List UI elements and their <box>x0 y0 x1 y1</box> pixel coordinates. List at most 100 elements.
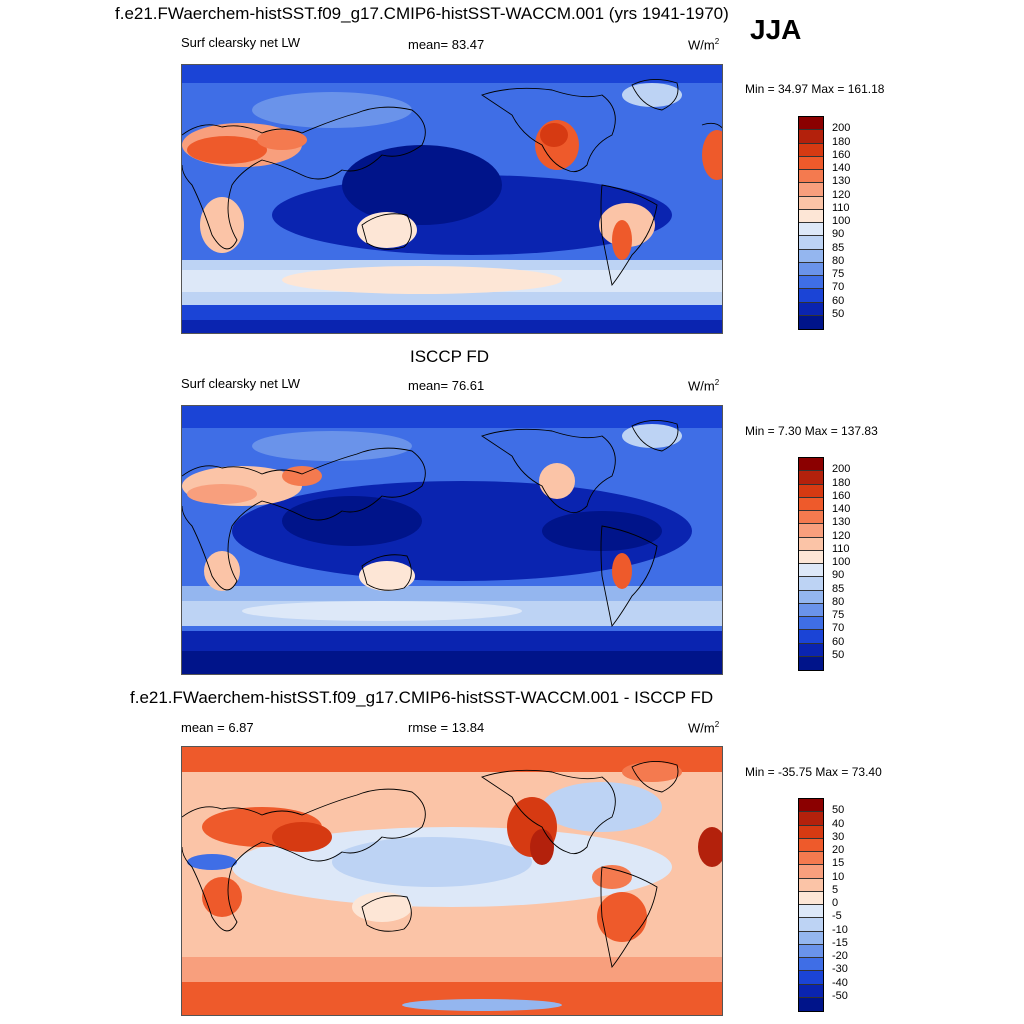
colorbar-swatch <box>799 931 823 945</box>
panel1-variable-label: Surf clearsky net LW <box>181 35 300 50</box>
colorbar-tick-label: -20 <box>832 950 848 962</box>
colorbar-tick-label: 80 <box>832 595 845 608</box>
colorbar-swatch <box>799 511 823 525</box>
colorbar-swatch <box>799 289 823 303</box>
colorbar-tick-label: 20 <box>832 844 845 856</box>
colorbar-swatch <box>799 603 823 617</box>
panel1-units: W/m2 <box>688 37 720 53</box>
colorbar-swatch <box>799 865 823 879</box>
colorbar-swatch <box>799 590 823 604</box>
colorbar-tick-label: 0 <box>832 897 839 909</box>
colorbar-swatch <box>799 984 823 998</box>
colorbar-tick-label: 160 <box>832 489 851 502</box>
colorbar-swatch <box>799 944 823 958</box>
colorbar-tick-label: 140 <box>832 503 851 515</box>
colorbar-swatch <box>799 577 823 591</box>
colorbar-tick-label: -30 <box>832 963 848 976</box>
panel2-units: W/m2 <box>688 378 720 394</box>
season-label: JJA <box>750 14 802 45</box>
colorbar-swatch <box>799 564 823 578</box>
colorbar-tick-label: -50 <box>832 989 848 1002</box>
colorbar-swatch <box>799 196 823 210</box>
panel2-map <box>181 405 723 675</box>
colorbar-tick-label: 200 <box>832 122 851 135</box>
colorbar-swatch <box>799 524 823 538</box>
colorbar-swatch <box>799 302 823 316</box>
colorbar-swatch <box>799 484 823 498</box>
colorbar-tick-label: 75 <box>832 609 845 621</box>
colorbar-tick-label: 120 <box>832 529 851 542</box>
colorbar-swatch <box>799 130 823 144</box>
colorbar-swatch <box>799 249 823 263</box>
colorbar-swatch <box>799 997 823 1011</box>
panel3-map <box>181 746 723 1016</box>
colorbar-tick-label: 15 <box>832 857 845 870</box>
colorbar-swatch <box>799 971 823 985</box>
colorbar-swatch <box>799 656 823 670</box>
colorbar-swatch <box>799 183 823 197</box>
panel2-colorbar <box>798 457 824 671</box>
colorbar-tick-label: -40 <box>832 976 848 989</box>
colorbar-swatch <box>799 918 823 932</box>
colorbar-tick-label: 110 <box>832 201 850 214</box>
colorbar-tick-label: 60 <box>832 635 845 648</box>
colorbar-tick-label: 30 <box>832 830 845 843</box>
panel2-title: ISCCP FD <box>410 347 490 366</box>
colorbar-tick-label: 200 <box>832 463 851 476</box>
colorbar-tick-label: 100 <box>832 556 851 568</box>
colorbar-swatch <box>799 878 823 892</box>
colorbar-tick-label: 110 <box>832 542 850 555</box>
colorbar-swatch <box>799 958 823 972</box>
panel2-minmax: Min = 7.30 Max = 137.83 <box>745 424 878 438</box>
panel3-colorbar <box>798 798 824 1012</box>
colorbar-tick-label: 180 <box>832 476 851 489</box>
colorbar-tick-label: 50 <box>832 648 845 661</box>
colorbar-tick-label: 120 <box>832 188 851 201</box>
colorbar-swatch <box>799 223 823 237</box>
colorbar-tick-label: 50 <box>832 804 845 817</box>
colorbar-tick-label: 70 <box>832 622 845 635</box>
panel3-units: W/m2 <box>688 720 720 736</box>
colorbar-tick-label: 160 <box>832 148 851 161</box>
colorbar-swatch <box>799 630 823 644</box>
panel3-title: f.e21.FWaerchem-histSST.f09_g17.CMIP6-hi… <box>130 688 714 707</box>
panel3-mean-label: mean = 6.87 <box>181 720 254 735</box>
colorbar-tick-label: 5 <box>832 883 839 896</box>
colorbar-swatch <box>799 799 823 813</box>
colorbar-tick-label: 40 <box>832 817 845 830</box>
panel2-mean-label: mean= 76.61 <box>408 378 485 393</box>
colorbar-tick-label: 130 <box>832 175 851 188</box>
colorbar-tick-label: 70 <box>832 281 845 294</box>
colorbar-tick-label: 130 <box>832 516 851 529</box>
colorbar-swatch <box>799 617 823 631</box>
colorbar-swatch <box>799 497 823 511</box>
colorbar-tick-label: 180 <box>832 135 851 148</box>
colorbar-tick-label: 85 <box>832 241 845 254</box>
colorbar-swatch <box>799 550 823 564</box>
colorbar-swatch <box>799 537 823 551</box>
colorbar-tick-label: 80 <box>832 254 845 267</box>
colorbar-swatch <box>799 156 823 170</box>
colorbar-swatch <box>799 143 823 157</box>
colorbar-tick-label: -10 <box>832 923 848 936</box>
colorbar-tick-label: 100 <box>832 215 851 227</box>
colorbar-swatch <box>799 838 823 852</box>
colorbar-tick-label: 60 <box>832 294 845 307</box>
colorbar-swatch <box>799 852 823 866</box>
panel1-title: f.e21.FWaerchem-histSST.f09_g17.CMIP6-hi… <box>115 4 729 23</box>
colorbar-swatch <box>799 170 823 184</box>
colorbar-tick-label: -15 <box>832 936 848 949</box>
colorbar-tick-label: 75 <box>832 268 845 280</box>
panel2-variable-label: Surf clearsky net LW <box>181 376 300 391</box>
colorbar-swatch <box>799 812 823 826</box>
colorbar-swatch <box>799 262 823 276</box>
panel3-rmse-label: rmse = 13.84 <box>408 720 485 735</box>
colorbar-tick-label: 90 <box>832 569 845 582</box>
panel3-minmax: Min = -35.75 Max = 73.40 <box>745 765 882 779</box>
colorbar-swatch <box>799 209 823 223</box>
colorbar-swatch <box>799 825 823 839</box>
panel1-mean-label: mean= 83.47 <box>408 37 485 52</box>
colorbar-tick-label: 140 <box>832 162 851 174</box>
colorbar-tick-label: 50 <box>832 307 845 320</box>
colorbar-tick-label: -5 <box>832 910 842 923</box>
